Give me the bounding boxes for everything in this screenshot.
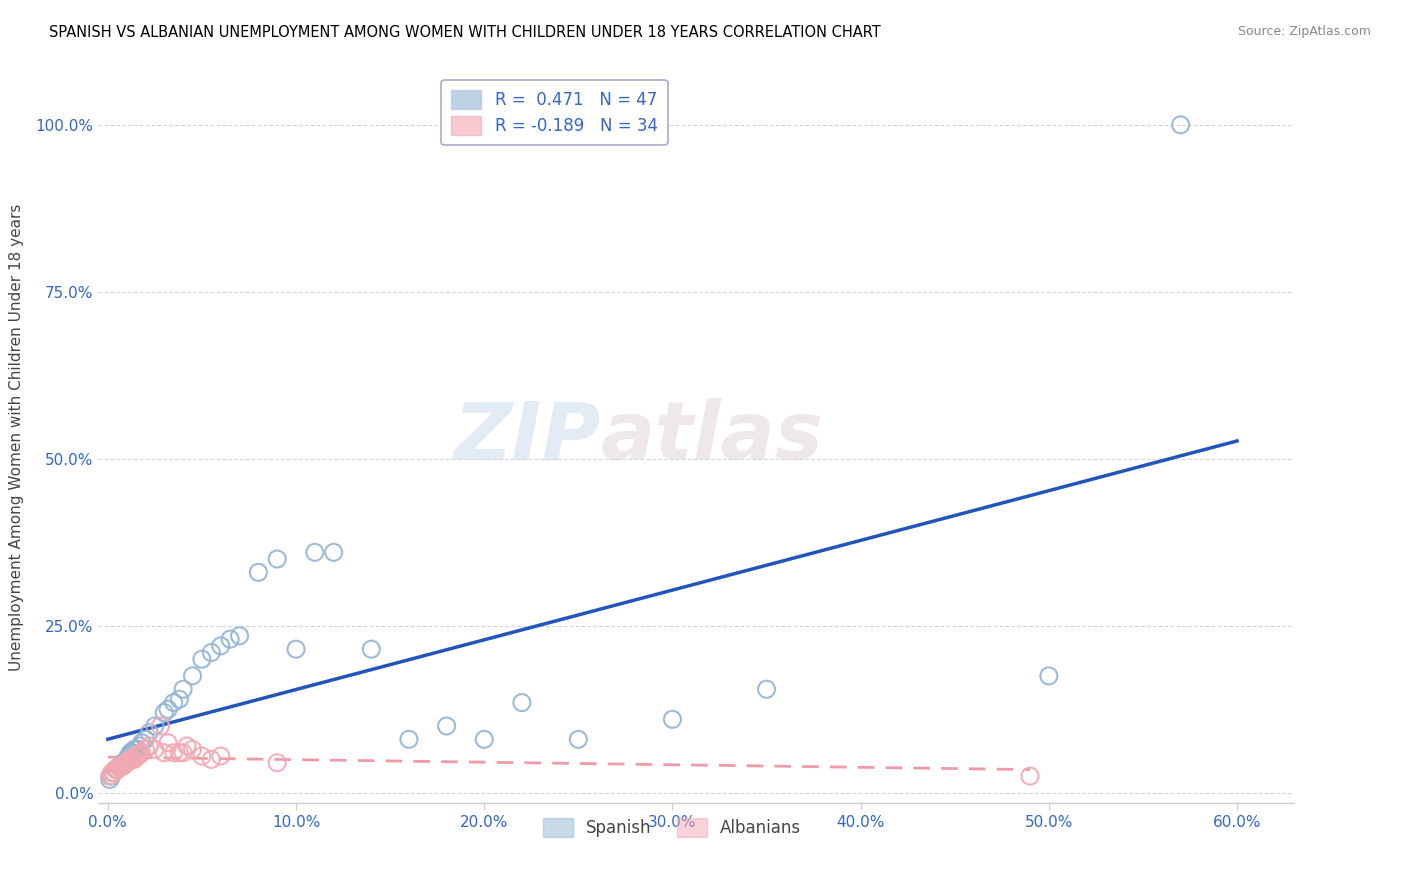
Point	[121, 746, 143, 760]
Point	[322, 545, 344, 559]
Point	[1038, 669, 1060, 683]
Point	[567, 732, 589, 747]
Point	[304, 545, 326, 559]
Point	[209, 639, 232, 653]
Point	[143, 742, 166, 756]
Point	[121, 752, 143, 766]
Y-axis label: Unemployment Among Women with Children Under 18 years: Unemployment Among Women with Children U…	[10, 203, 24, 671]
Point	[138, 725, 160, 739]
Point	[111, 756, 134, 770]
Point	[105, 763, 128, 777]
Point	[103, 765, 125, 780]
Point	[127, 749, 149, 764]
Point	[1170, 118, 1192, 132]
Point	[200, 646, 222, 660]
Point	[108, 759, 131, 773]
Point	[200, 752, 222, 766]
Point	[122, 742, 145, 756]
Point	[120, 752, 142, 766]
Point	[247, 566, 270, 580]
Point	[111, 759, 134, 773]
Point	[163, 746, 186, 760]
Point	[117, 754, 139, 768]
Point	[125, 742, 148, 756]
Point	[228, 629, 250, 643]
Point	[510, 696, 533, 710]
Point	[131, 736, 153, 750]
Point	[98, 772, 121, 787]
Text: ZIP: ZIP	[453, 398, 600, 476]
Point	[209, 749, 232, 764]
Point	[181, 742, 204, 756]
Point	[128, 739, 150, 753]
Point	[110, 759, 132, 773]
Point	[661, 712, 683, 726]
Point	[219, 632, 242, 647]
Point	[114, 757, 136, 772]
Point	[105, 763, 128, 777]
Point	[104, 763, 127, 777]
Point	[122, 752, 145, 766]
Point	[176, 739, 198, 753]
Point	[157, 736, 180, 750]
Point	[104, 763, 127, 777]
Point	[100, 765, 122, 780]
Point	[398, 732, 420, 747]
Point	[115, 752, 138, 766]
Point	[169, 692, 191, 706]
Point	[127, 742, 149, 756]
Point	[100, 769, 122, 783]
Point	[138, 739, 160, 753]
Legend: Spanish, Albanians: Spanish, Albanians	[534, 810, 810, 846]
Point	[472, 732, 495, 747]
Point	[266, 756, 288, 770]
Point	[128, 747, 150, 761]
Point	[153, 706, 176, 720]
Text: atlas: atlas	[600, 398, 823, 476]
Point	[191, 749, 214, 764]
Point	[134, 732, 156, 747]
Point	[157, 702, 180, 716]
Point	[436, 719, 458, 733]
Point	[1019, 769, 1042, 783]
Point	[172, 746, 194, 760]
Point	[110, 759, 132, 773]
Point	[143, 719, 166, 733]
Point	[134, 742, 156, 756]
Point	[153, 746, 176, 760]
Text: SPANISH VS ALBANIAN UNEMPLOYMENT AMONG WOMEN WITH CHILDREN UNDER 18 YEARS CORREL: SPANISH VS ALBANIAN UNEMPLOYMENT AMONG W…	[49, 25, 882, 40]
Point	[360, 642, 382, 657]
Point	[169, 746, 191, 760]
Point	[120, 746, 142, 760]
Point	[103, 765, 125, 780]
Point	[117, 749, 139, 764]
Point	[98, 769, 121, 783]
Point	[131, 746, 153, 760]
Point	[181, 669, 204, 683]
Text: Source: ZipAtlas.com: Source: ZipAtlas.com	[1237, 25, 1371, 38]
Point	[172, 682, 194, 697]
Point	[115, 756, 138, 770]
Point	[755, 682, 778, 697]
Point	[114, 756, 136, 770]
Point	[191, 652, 214, 666]
Point	[266, 552, 288, 566]
Point	[108, 760, 131, 774]
Point	[125, 749, 148, 764]
Point	[149, 719, 172, 733]
Point	[163, 696, 186, 710]
Point	[285, 642, 308, 657]
